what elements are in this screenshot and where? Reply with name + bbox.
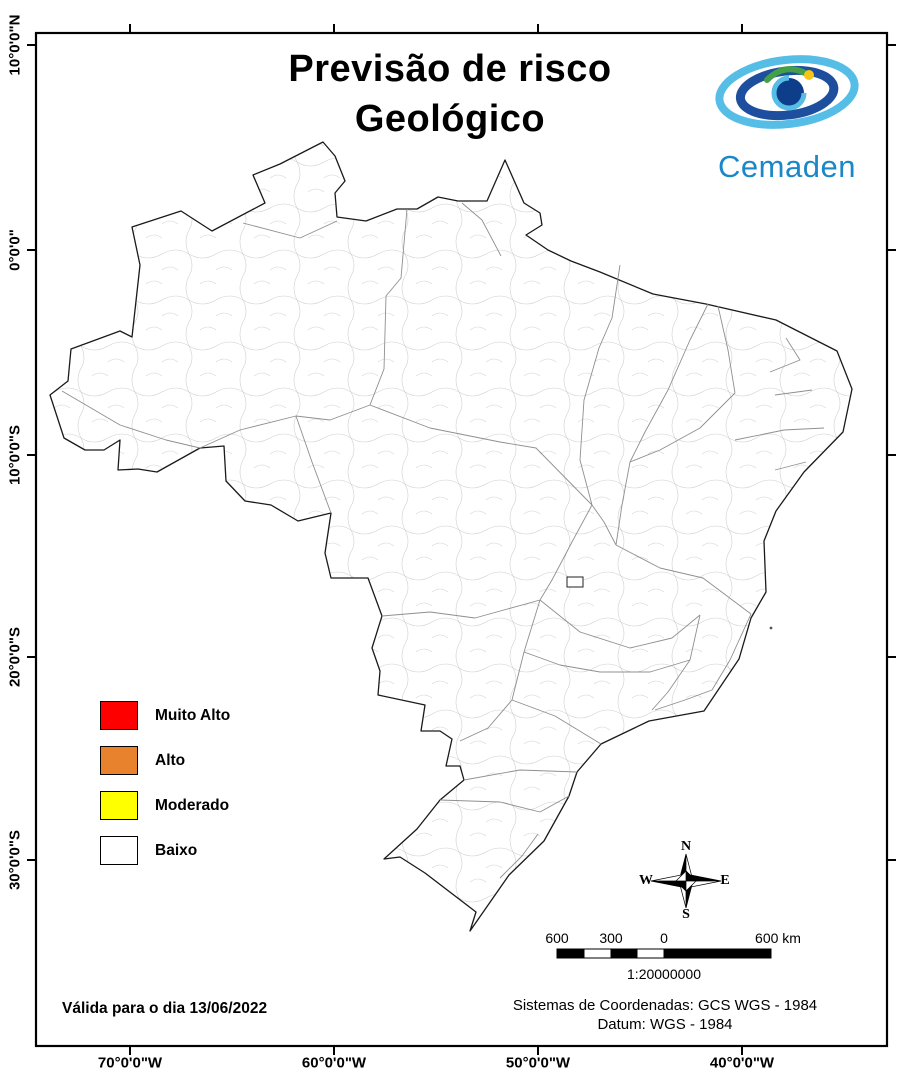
compass-rose-icon bbox=[650, 853, 722, 909]
map-title-line2: Geológico bbox=[354, 98, 546, 140]
coordinate-system-note: Sistemas de Coordenadas: GCS WGS - 1984 … bbox=[420, 996, 903, 1034]
lat-label-10s: 10°0'0"S bbox=[6, 424, 24, 486]
legend-label-alto: Alto bbox=[155, 751, 186, 769]
compass-south-label: S bbox=[682, 907, 690, 922]
validity-note: Válida para o dia 13/06/2022 bbox=[62, 1000, 268, 1017]
lon-label-50w: 50°0'0"W bbox=[505, 1054, 571, 1072]
legend-swatch-muito-alto bbox=[100, 701, 138, 730]
lon-label-70w: 70°0'0"W bbox=[97, 1054, 163, 1072]
map-frame bbox=[34, 31, 889, 1048]
legend-label-baixo: Baixo bbox=[155, 841, 198, 859]
compass-north-label: N bbox=[680, 839, 692, 854]
brazil-municipalities-texture bbox=[49, 141, 853, 932]
distrito-federal-box bbox=[566, 576, 584, 588]
scale-label-0: 0 bbox=[660, 930, 668, 946]
cemaden-eye-icon bbox=[715, 55, 859, 129]
compass-west-label: W bbox=[639, 873, 653, 888]
map-title-line1: Previsão de risco bbox=[288, 48, 612, 90]
legend-label-moderado: Moderado bbox=[155, 796, 230, 814]
scale-label-600-left: 600 bbox=[545, 930, 569, 946]
compass-east-label: E bbox=[720, 873, 730, 888]
cemaden-wordmark: Cemaden bbox=[718, 149, 856, 184]
cemaden-logo: Cemaden bbox=[696, 46, 878, 185]
coordinate-system-line1: Sistemas de Coordenadas: GCS WGS - 1984 bbox=[512, 997, 818, 1014]
scale-bar bbox=[556, 948, 772, 959]
legend-item-moderado: Moderado bbox=[100, 791, 230, 820]
brazil-map bbox=[49, 141, 853, 932]
lat-label-20s: 20°0'0"S bbox=[6, 626, 24, 688]
lat-label-0: 0°0'0" bbox=[6, 229, 24, 271]
offshore-island-dot bbox=[769, 626, 773, 630]
legend-item-muito-alto: Muito Alto bbox=[100, 701, 230, 730]
lat-label-30s: 30°0'0"S bbox=[6, 829, 24, 891]
legend-item-alto: Alto bbox=[100, 746, 230, 775]
legend-swatch-alto bbox=[100, 746, 138, 775]
scale-label-600km: 600 km bbox=[755, 930, 801, 946]
legend-item-baixo: Baixo bbox=[100, 836, 230, 865]
scale-label-300: 300 bbox=[599, 930, 623, 946]
coordinate-system-line2: Datum: WGS - 1984 bbox=[597, 1016, 733, 1033]
lon-label-40w: 40°0'0"W bbox=[709, 1054, 775, 1072]
legend-swatch-moderado bbox=[100, 791, 138, 820]
lat-label-10n: 10°0'0"N bbox=[6, 14, 24, 76]
lon-label-60w: 60°0'0"W bbox=[301, 1054, 367, 1072]
graticule-ticks bbox=[27, 24, 896, 1055]
scale-ratio: 1:20000000 bbox=[627, 966, 701, 982]
risk-legend: Muito Alto Alto Moderado Baixo bbox=[100, 701, 230, 881]
map-title: Previsão de risco Geológico bbox=[35, 44, 865, 144]
state-borders bbox=[61, 202, 825, 879]
legend-swatch-baixo bbox=[100, 836, 138, 865]
legend-label-muito-alto: Muito Alto bbox=[155, 706, 231, 724]
